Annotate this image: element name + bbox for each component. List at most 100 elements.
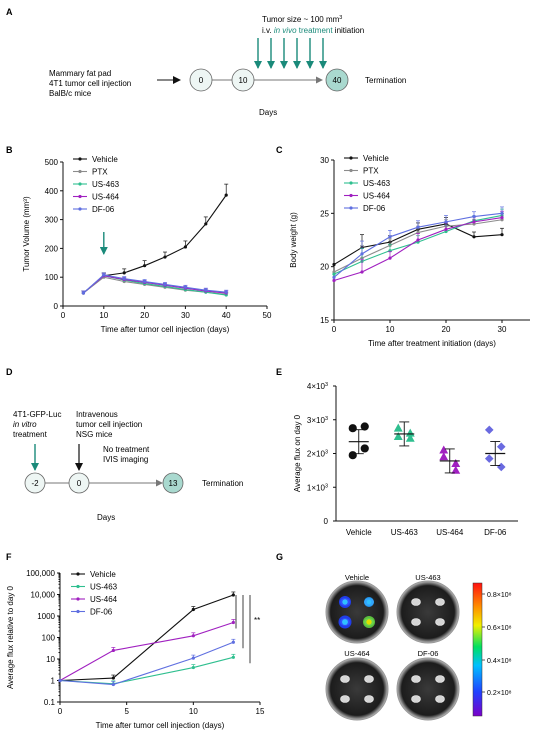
- legend: Vehicle PTX US-463 US-464 DF-06: [73, 155, 120, 214]
- y-tick-label: 15: [320, 316, 329, 325]
- y-tick-label: 3×103: [307, 416, 328, 425]
- panel-d-mid-line3: NSG mice: [76, 430, 113, 439]
- y-tick-label: 1: [51, 677, 56, 686]
- panel-a-top-line2: i.v. in vivo treatment initiation: [262, 26, 364, 35]
- y-tick-label: 1000: [37, 612, 55, 621]
- data-point-df-06: [484, 454, 494, 463]
- x-tick-label: 30: [181, 311, 190, 320]
- colorbar-tick-label: 0.4×10⁸: [487, 658, 512, 665]
- x-tick-label: 5: [124, 707, 129, 716]
- data-point: [111, 682, 115, 687]
- panel-a: A Tumor size ~ 100 mm3 i.v. in vivo trea…: [6, 7, 406, 117]
- data-point-us-464: [451, 465, 461, 474]
- series-us-463: [58, 653, 236, 686]
- colorbar-ticks: 0.8×10⁸ 0.6×10⁸ 0.4×10⁸ 0.2×10⁸: [482, 592, 512, 697]
- data-point: [500, 216, 504, 220]
- y-tick-exponent: 3: [325, 416, 328, 422]
- y-tick-label: 25: [320, 209, 329, 218]
- legend-marker: [349, 156, 353, 160]
- series-line-vehicle: [59, 594, 234, 682]
- data-point: [332, 262, 336, 267]
- legend-label-vehicle: Vehicle: [363, 154, 389, 163]
- data-point-df-06: [484, 425, 494, 435]
- panel-a-termination: Termination: [365, 76, 406, 85]
- colorbar: [472, 582, 483, 717]
- y-tick-label: 2×103: [307, 450, 328, 459]
- data-point: [472, 235, 476, 239]
- legend-label-vehicle: Vehicle: [92, 155, 118, 164]
- timeline-d-node-13-label: 13: [169, 479, 178, 488]
- x-category-label: DF-06: [484, 528, 507, 537]
- panel-label-f: F: [6, 552, 12, 562]
- data-point: [143, 264, 147, 268]
- dish-plate: [325, 580, 389, 644]
- data-point: [183, 245, 187, 249]
- series-df-06: [58, 638, 236, 687]
- legend-marker: [78, 194, 82, 199]
- dish-df-06: [396, 657, 460, 721]
- y-tick-label: 0.1: [44, 698, 56, 707]
- panel-f: F 0 5 10 15 0.1 1 10 100 1000 10,000 100,000 Time a…: [6, 552, 265, 730]
- legend-label-us-463: US-463: [363, 179, 391, 188]
- y-tick-label: 30: [320, 156, 329, 165]
- data-point: [231, 593, 235, 597]
- data-point-vehicle: [348, 424, 357, 433]
- well: [435, 695, 445, 703]
- legend-marker: [349, 168, 353, 173]
- data-point-df-06: [496, 442, 506, 452]
- data-point-us-463: [405, 433, 415, 442]
- legend-label-df-06: DF-06: [92, 205, 115, 214]
- x-tick-label: 0: [58, 707, 63, 716]
- legend-marker: [76, 572, 80, 576]
- x-category-label: US-463: [391, 528, 419, 537]
- data-point-vehicle: [360, 422, 369, 431]
- data-point: [444, 220, 448, 224]
- treatment-arrows: [254, 38, 327, 69]
- x-tick-label: 20: [442, 325, 451, 334]
- series-df-06: [81, 272, 229, 295]
- dish-label-us464: US-464: [344, 649, 369, 658]
- data-point: [472, 220, 476, 224]
- y-tick-label: 500: [45, 158, 59, 167]
- x-tick-label: 40: [222, 311, 231, 320]
- y-tick-exponent: 3: [325, 483, 328, 489]
- x-category-label: Vehicle: [346, 528, 372, 537]
- y-axis-label: Average flux on day 0: [293, 414, 302, 492]
- legend-label-vehicle: Vehicle: [90, 570, 116, 579]
- data-point: [122, 271, 126, 275]
- y-axis-label: Average flux relative to day 0: [6, 585, 15, 689]
- dish-plate: [396, 657, 460, 721]
- legend-marker: [78, 157, 82, 161]
- dish-plate: [325, 657, 389, 721]
- legend: Vehicle US-463 US-464 DF-06: [71, 570, 118, 617]
- group-df-06: [484, 425, 506, 472]
- data-point: [360, 252, 364, 256]
- y-tick-label: 100: [45, 273, 59, 282]
- luminescence-core: [366, 599, 372, 605]
- data-point: [360, 270, 364, 274]
- x-axis-label: Time after tumor cell injection (days): [96, 721, 225, 730]
- panel-d: D 4T1-GFP-Luc in vitro treatment Intrave…: [6, 367, 243, 522]
- timeline-node-10: [231, 68, 255, 92]
- legend-marker: [76, 597, 80, 601]
- data-point: [500, 233, 504, 237]
- data-point: [332, 272, 336, 276]
- data-point: [332, 275, 336, 279]
- panel-d-mid-line1: Intravenous: [76, 410, 118, 419]
- series-line-us-464: [83, 275, 227, 294]
- y-tick-exponent: 3: [325, 382, 328, 388]
- y-tick-label: 4×103: [307, 382, 328, 391]
- colorbar-tick-label: 0.8×10⁸: [487, 592, 512, 599]
- significance-label: **: [254, 616, 260, 625]
- data-point: [191, 656, 195, 660]
- legend-label-us-463: US-463: [90, 583, 118, 592]
- series-us-464: [332, 210, 504, 283]
- legend-label-ptx: PTX: [363, 167, 379, 176]
- x-tick-label: 0: [61, 311, 66, 320]
- legend-marker: [349, 193, 353, 198]
- legend-label-df-06: DF-06: [363, 204, 386, 213]
- well: [364, 675, 374, 683]
